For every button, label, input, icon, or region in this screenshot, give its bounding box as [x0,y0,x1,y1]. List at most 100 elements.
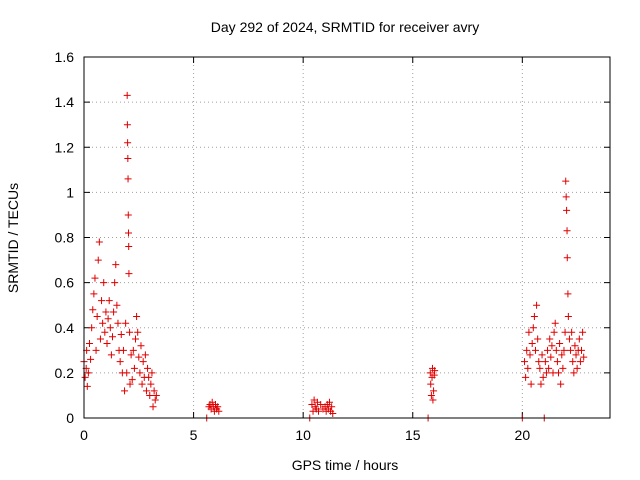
data-point [522,373,530,381]
data-point [124,139,132,147]
y-tick-label: 0.4 [55,320,75,336]
data-point [101,328,109,336]
data-point [127,351,135,359]
data-point [524,364,532,372]
x-tick-label: 20 [515,427,531,443]
data-point [580,353,588,361]
data-point [123,121,131,129]
data-point [535,358,543,366]
data-point [152,391,160,399]
data-point [558,351,566,359]
data-point [564,312,572,320]
data-point [108,333,116,341]
data-point [93,312,101,320]
data-point [565,335,573,343]
axis-ticks: 0 0.2 0.4 0.6 0.8 1 1.2 1.4 1.6 0 5 10 15 20 [55,49,610,443]
x-axis-label: GPS time / hours [292,457,399,473]
data-point [105,297,113,305]
data-point [94,256,102,264]
data-point [317,400,325,408]
data-point [107,351,115,359]
data-point [214,403,222,411]
data-point [544,346,552,354]
data-point [121,387,129,395]
data-point [124,175,132,183]
data-point [122,319,130,327]
data-point [99,319,107,327]
data-point [124,229,132,237]
data-point [113,301,121,309]
data-point [150,387,158,395]
x-tick-label: 10 [295,427,311,443]
data-point [315,407,323,415]
data-point [329,409,337,417]
data-point [571,342,579,350]
grid-lines [84,57,610,418]
data-point [562,193,570,201]
data-point [144,364,152,372]
data-point [112,261,120,269]
data-point [91,274,99,282]
data-point [525,328,533,336]
data-point [117,331,125,339]
data-point [136,369,144,377]
data-point [563,206,571,214]
data-point [426,369,434,377]
data-point [531,346,539,354]
data-point [134,328,142,336]
data-point [559,364,567,372]
y-tick-label: 0.6 [55,275,75,291]
data-point [538,351,546,359]
data-point [560,346,568,354]
data-point [563,254,571,262]
data-point [557,380,565,388]
x-tick-label: 5 [190,427,198,443]
data-point [128,376,136,384]
y-tick-label: 0 [66,410,74,426]
chart-title: Day 292 of 2024, SRMTID for receiver avr… [211,19,479,35]
data-point [114,319,122,327]
data-point [570,369,578,377]
data-point [124,211,132,219]
data-point [427,391,435,399]
data-point [125,270,133,278]
data-point [123,369,131,377]
data-point [534,335,542,343]
data-point [325,398,333,406]
data-point [126,328,134,336]
data-point [427,380,435,388]
data-point [547,353,555,361]
data-point [575,335,583,343]
data-point [563,227,571,235]
data-point [556,340,564,348]
data-point [568,328,576,336]
y-tick-label: 1.6 [55,49,75,65]
data-point [146,391,154,399]
data-point [89,306,97,314]
data-point [87,355,95,363]
data-point [536,364,544,372]
data-point [106,324,114,332]
data-point [95,238,103,246]
y-tick-label: 0.8 [55,230,75,246]
data-point [130,364,138,372]
data-point [104,315,112,323]
data-point [578,346,586,354]
data-point [562,177,570,185]
data-point [126,380,134,388]
data-point [572,351,580,359]
data-point [533,301,541,309]
data-point [526,351,534,359]
data-point [429,396,437,404]
data-point [564,290,572,298]
data-point [132,335,140,343]
data-point [573,364,581,372]
data-point [88,324,96,332]
data-point [554,369,562,377]
data-point [431,367,439,375]
data-point [550,328,558,336]
y-tick-label: 0.2 [55,365,75,381]
data-point [149,403,157,411]
data-point [137,342,145,350]
